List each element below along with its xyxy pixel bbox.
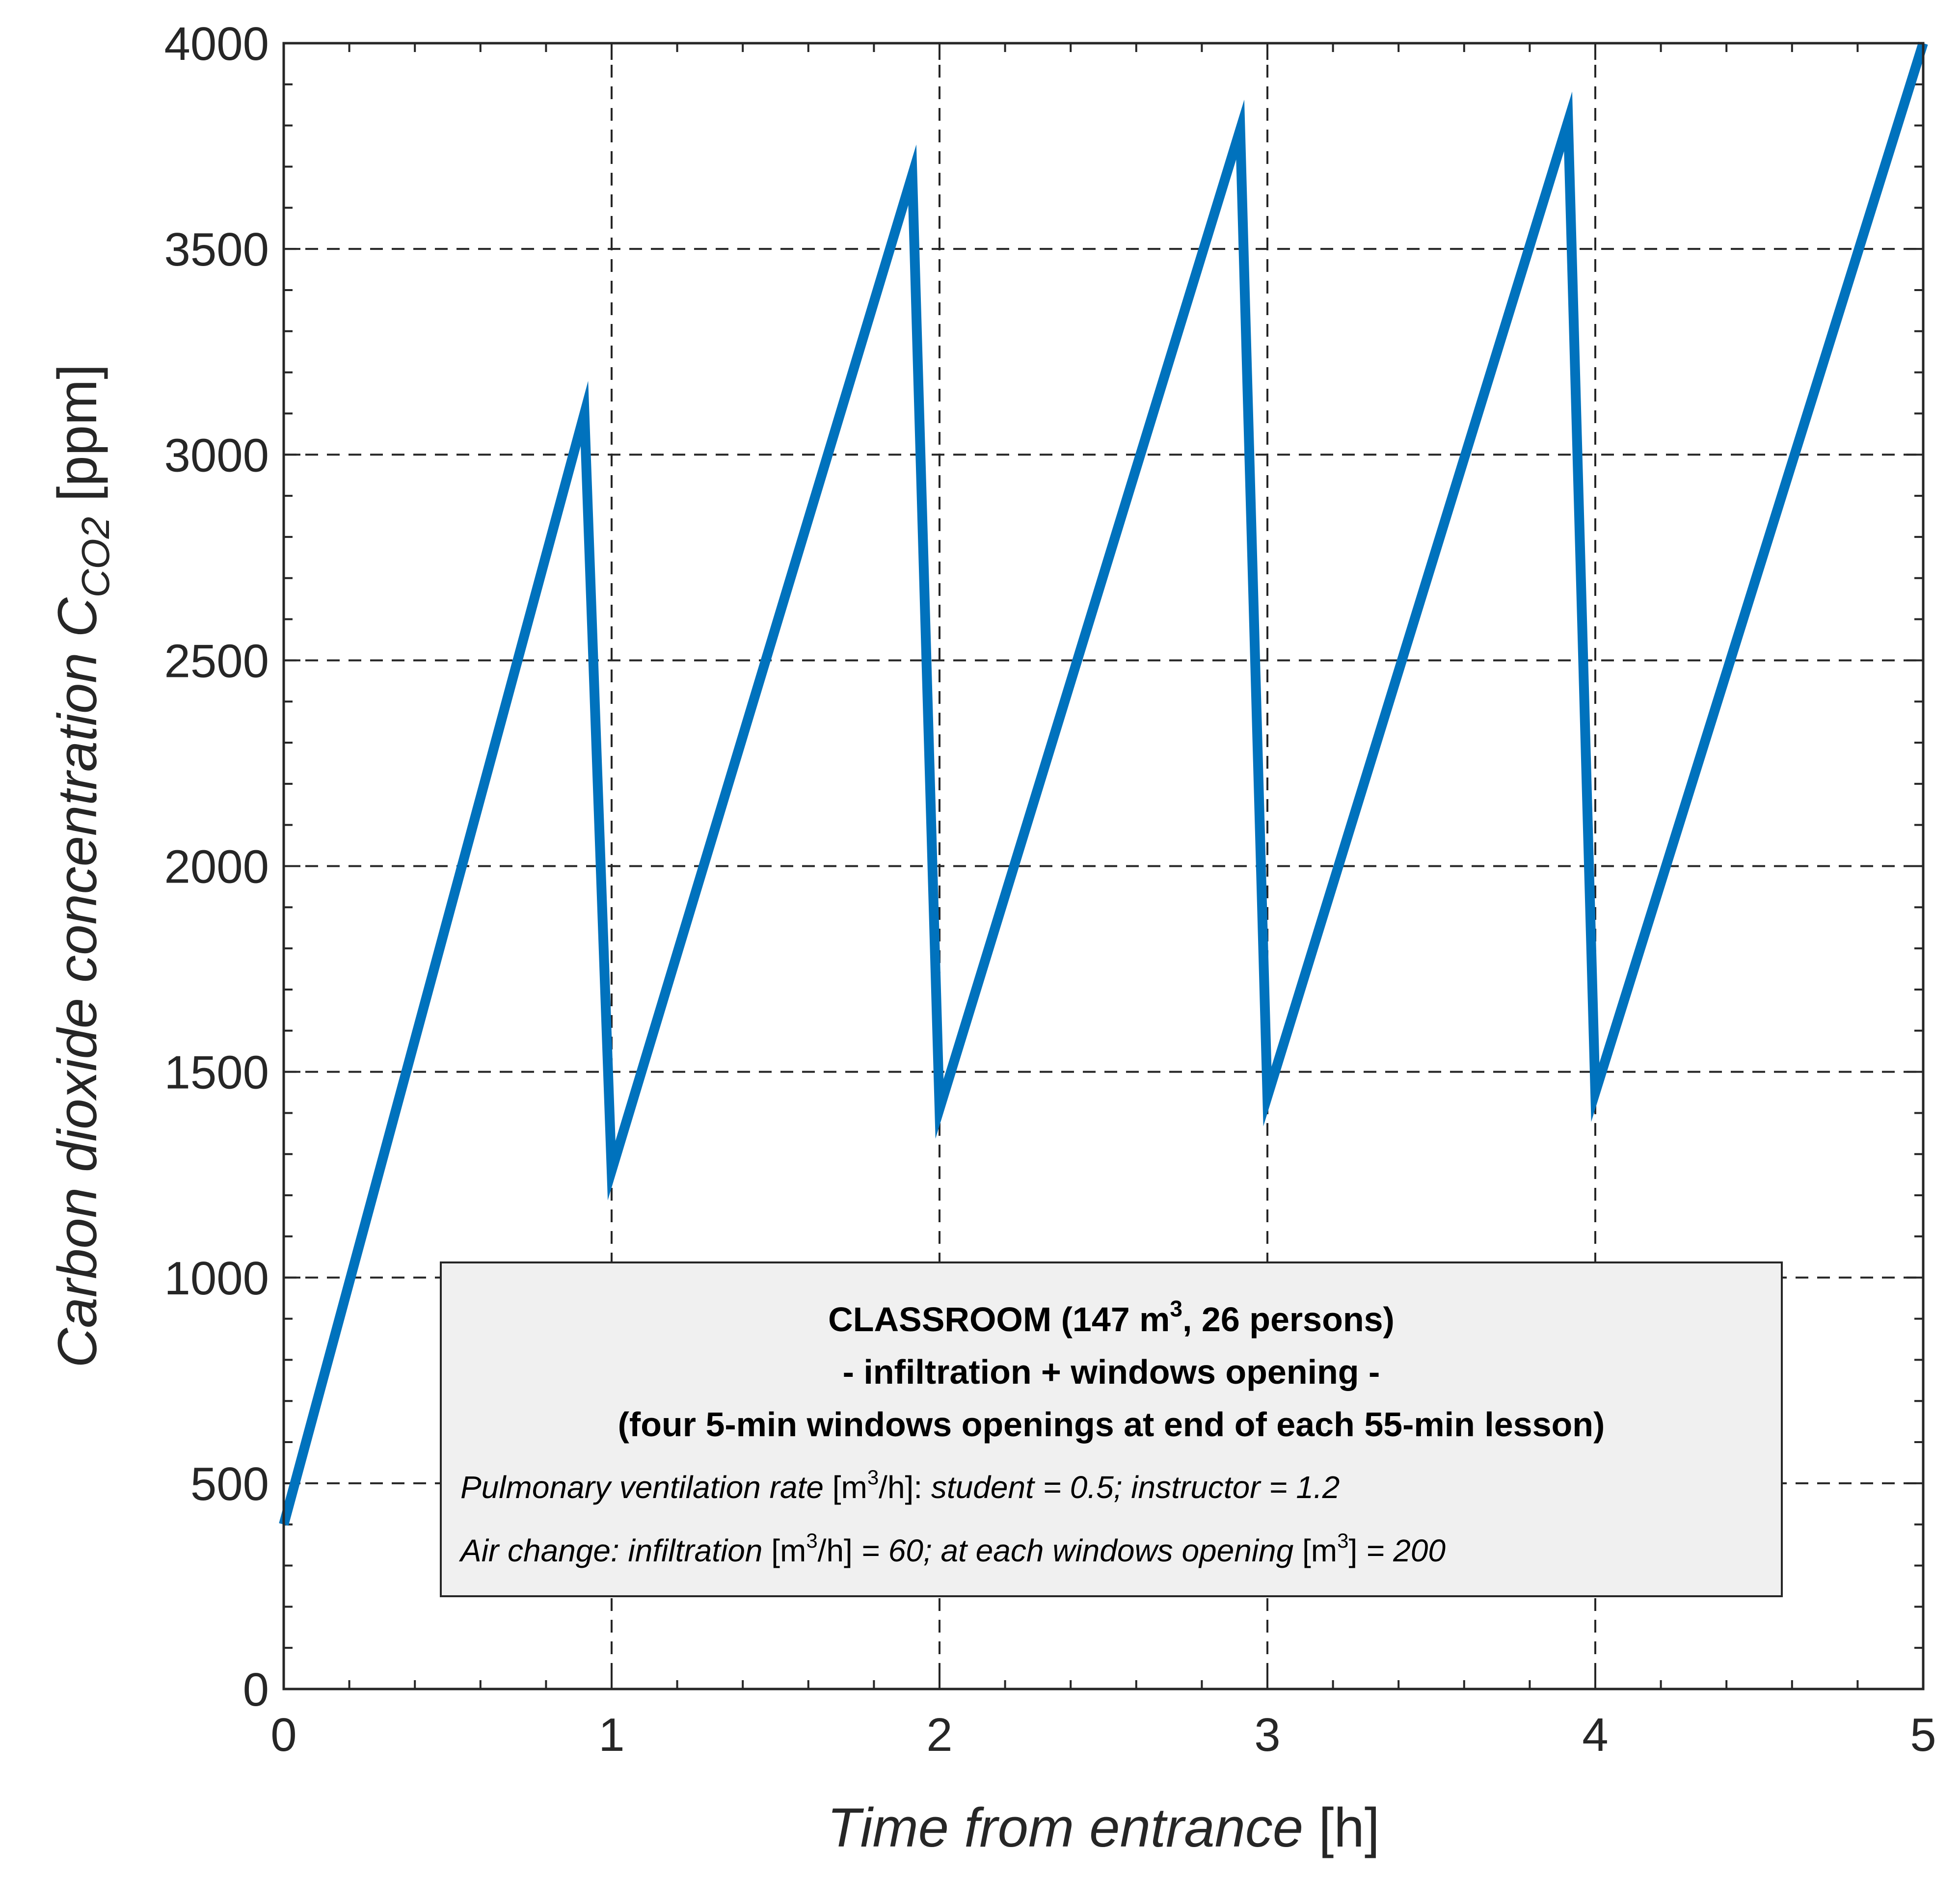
series-layer xyxy=(279,42,1928,1526)
annotation-title-line1: CLASSROOM (147 m3, 26 persons) xyxy=(828,1296,1395,1339)
x-tick-label: 0 xyxy=(270,1709,296,1761)
x-tick-label: 1 xyxy=(598,1709,624,1761)
annotation-title-line2: - infiltration + windows opening - xyxy=(843,1353,1380,1391)
tick-labels: 0 1 2 3 4 5 0 500 1000 1500 2000 2500 3000 3500 4000 xyxy=(164,18,1936,1761)
y-tick-label: 4000 xyxy=(164,18,269,70)
y-tick-label: 1500 xyxy=(164,1046,269,1099)
y-tick-label: 1000 xyxy=(164,1252,269,1305)
annotation-box: CLASSROOM (147 m3, 26 persons) - infiltr… xyxy=(440,1261,1783,1597)
y-tick-label: 3500 xyxy=(164,223,269,276)
y-tick-label: 2500 xyxy=(164,635,269,687)
co2-series-line xyxy=(279,42,1928,1526)
y-tick-label: 0 xyxy=(243,1663,269,1716)
annotation-title-line3: (four 5-min windows openings at end of e… xyxy=(618,1405,1605,1444)
plot-frame xyxy=(282,42,1925,1690)
y-axis-title: Carbon dioxide concentration CCO2 [ppm] xyxy=(47,364,117,1368)
annotation-background xyxy=(440,1261,1783,1597)
x-tick-label: 5 xyxy=(1910,1709,1936,1761)
annotation-detail-line2: Air change: infiltration [m3/h] = 60; at… xyxy=(458,1529,1446,1568)
y-tick-label: 500 xyxy=(190,1458,269,1510)
x-tick-label: 2 xyxy=(926,1709,952,1761)
y-tick-label: 3000 xyxy=(164,429,269,482)
x-tick-label: 4 xyxy=(1582,1709,1608,1761)
x-axis-title: Time from entrance [h] xyxy=(827,1797,1380,1858)
x-tick-label: 3 xyxy=(1254,1709,1280,1761)
annotation-detail-line1: Pulmonary ventilation rate [m3/h]: stude… xyxy=(460,1466,1340,1505)
y-tick-label: 2000 xyxy=(164,841,269,893)
